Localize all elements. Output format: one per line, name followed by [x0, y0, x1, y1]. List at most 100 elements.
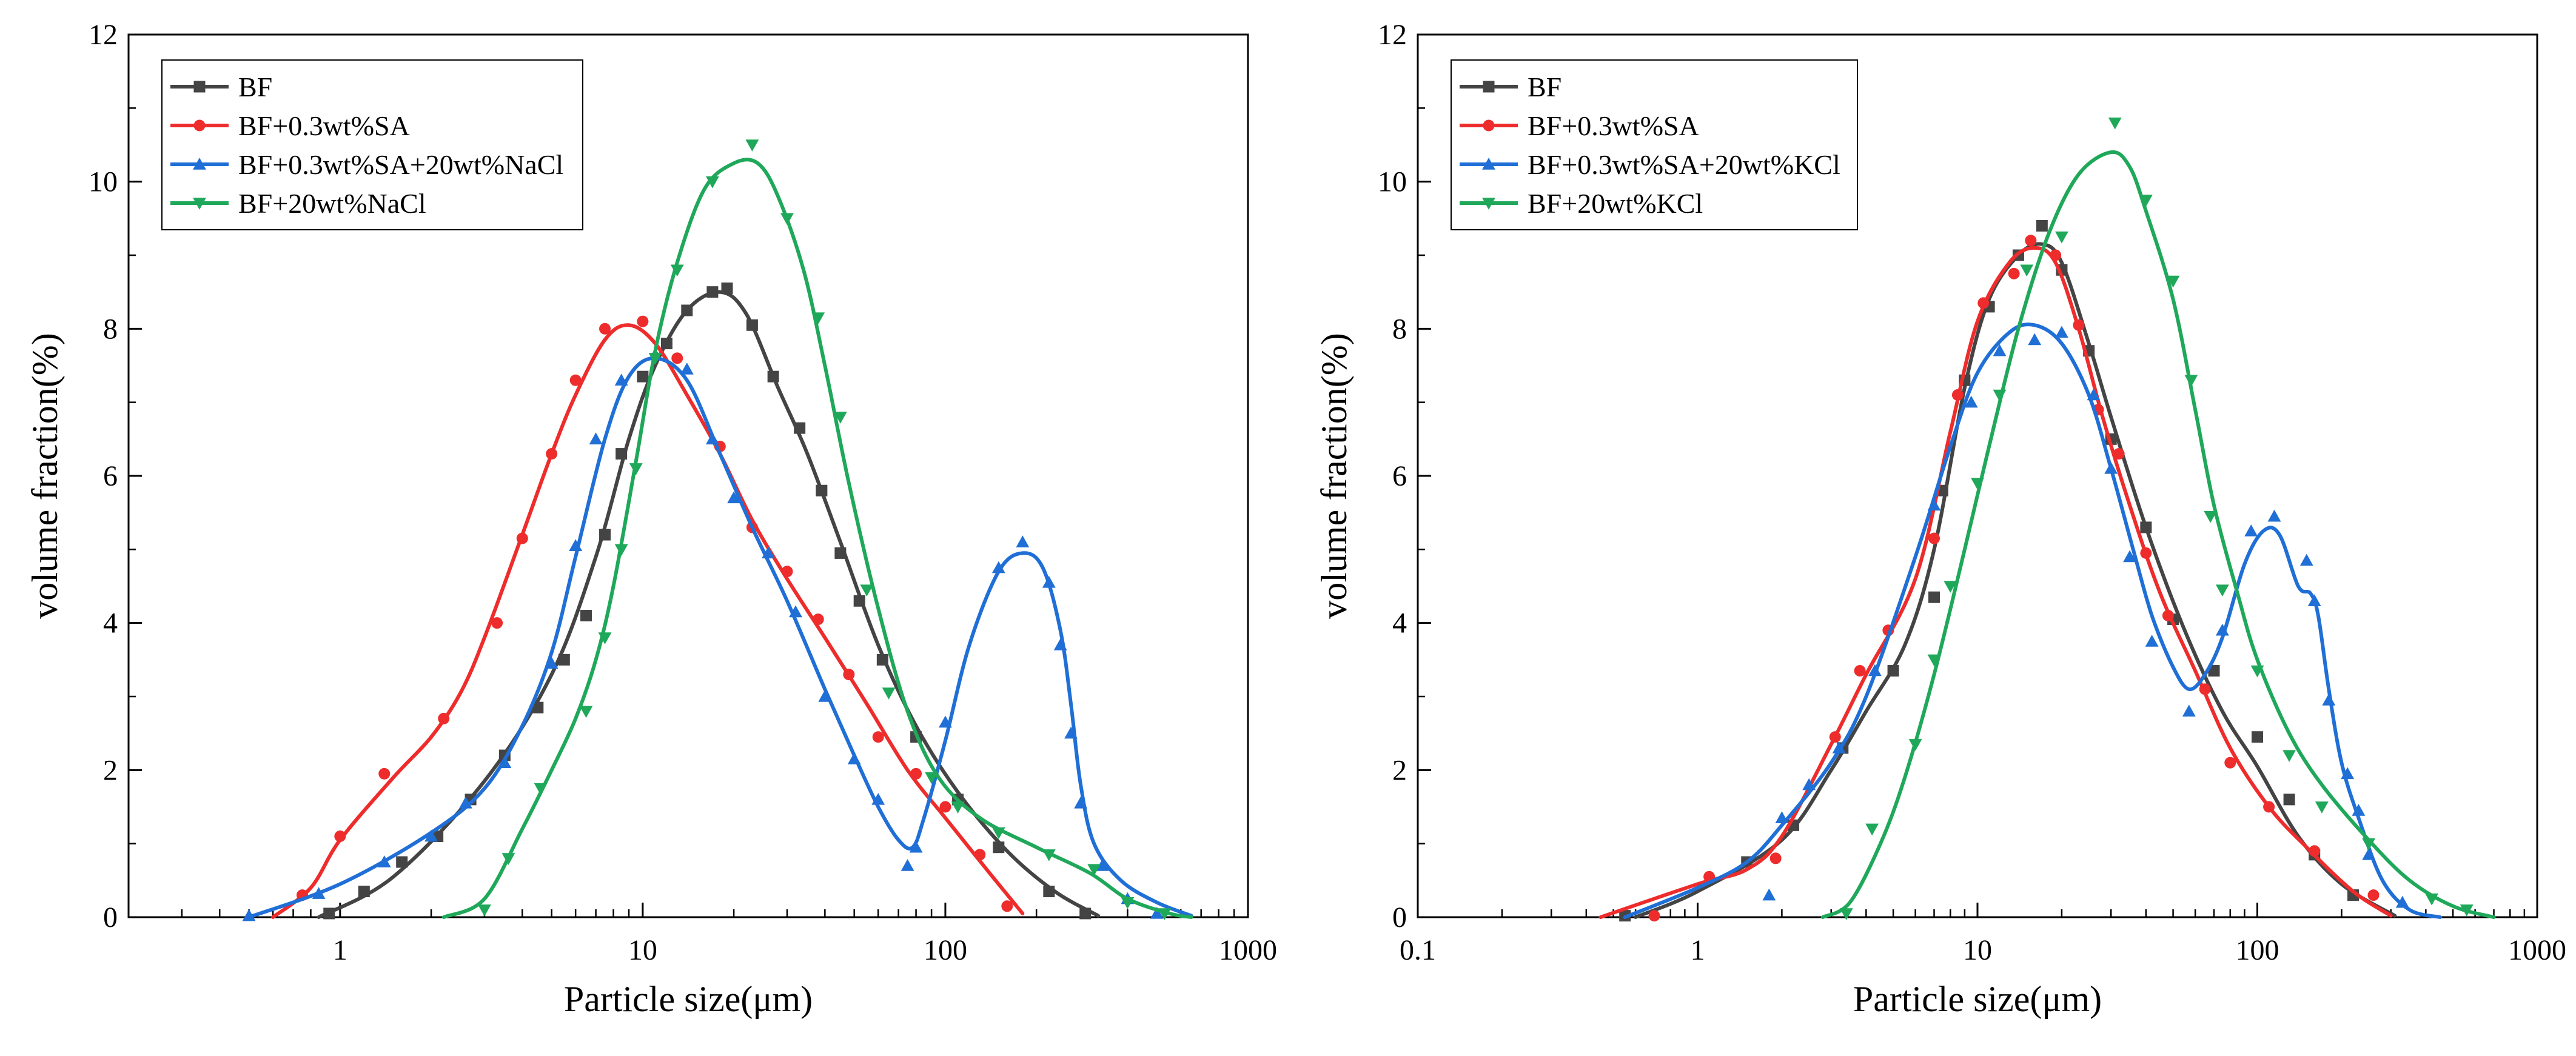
data-point	[974, 849, 986, 861]
data-point	[1977, 297, 1990, 309]
data-point	[882, 687, 896, 700]
x-tick-label: 1000	[2508, 934, 2566, 966]
series-3	[242, 347, 1193, 921]
data-point	[843, 669, 855, 681]
data-point	[762, 546, 775, 559]
legend-marker	[193, 198, 206, 210]
data-point	[2199, 683, 2211, 695]
legend-marker	[193, 158, 206, 170]
data-point	[1951, 389, 1964, 401]
data-point	[598, 632, 612, 644]
series-2	[1598, 235, 2393, 922]
data-point	[2367, 889, 2380, 901]
data-point	[746, 319, 758, 331]
data-point	[2140, 547, 2152, 559]
data-point	[637, 370, 649, 383]
data-point	[876, 653, 888, 666]
legend-entry: BF+0.3wt%SA+20wt%KCl	[1528, 149, 1840, 180]
data-point	[2182, 704, 2196, 717]
data-point	[872, 731, 884, 743]
data-point	[2204, 510, 2218, 523]
data-point	[681, 304, 693, 316]
data-point	[1865, 823, 1879, 836]
legend-marker	[193, 119, 206, 132]
data-point	[680, 363, 694, 375]
series-line	[1598, 246, 2393, 919]
y-axis-title: volume fraction(%)	[25, 333, 65, 618]
data-point	[558, 653, 570, 666]
data-point	[1927, 498, 1941, 511]
data-point	[818, 690, 832, 702]
data-point	[1648, 910, 1660, 922]
data-point	[2025, 235, 2037, 247]
data-point	[2162, 610, 2174, 622]
data-point	[1158, 908, 1172, 920]
y-tick-label: 12	[89, 19, 118, 51]
y-tick-label: 8	[1392, 313, 1407, 345]
data-point	[727, 491, 741, 504]
data-point	[1150, 907, 1164, 919]
data-point	[242, 909, 256, 921]
data-point	[648, 353, 662, 365]
y-tick-label: 6	[1392, 460, 1407, 492]
series-line	[247, 356, 1193, 919]
data-point	[991, 561, 1005, 573]
y-tick-label: 4	[1392, 607, 1407, 640]
data-point	[2108, 117, 2122, 130]
data-point	[781, 566, 793, 578]
data-point	[1928, 591, 1940, 603]
y-tick-label: 2	[103, 754, 118, 786]
data-point	[599, 529, 611, 541]
data-point	[498, 756, 512, 768]
data-point	[458, 797, 472, 809]
data-point	[853, 595, 865, 607]
x-axis-title: Particle size(μm)	[564, 979, 813, 1019]
data-point	[1993, 344, 2007, 356]
data-point	[2028, 333, 2042, 346]
data-point	[2267, 509, 2281, 522]
data-point	[580, 610, 592, 622]
data-point	[780, 213, 794, 226]
data-point	[2395, 895, 2409, 908]
data-point	[2020, 264, 2034, 277]
y-tick-label: 6	[103, 460, 118, 492]
data-point	[569, 374, 582, 386]
data-point	[745, 139, 759, 152]
legend-entry: BF+0.3wt%SA	[238, 110, 410, 141]
data-point	[939, 801, 951, 813]
data-point	[816, 484, 828, 496]
data-point	[2283, 750, 2296, 762]
data-point	[637, 315, 649, 327]
data-point	[2140, 521, 2152, 533]
data-point	[1839, 908, 1853, 920]
data-point	[1868, 664, 1882, 677]
data-point	[909, 840, 923, 853]
y-tick-label: 8	[103, 313, 118, 345]
data-point	[671, 352, 683, 364]
data-point	[478, 904, 491, 917]
data-point	[2123, 550, 2137, 563]
legend-marker	[193, 81, 206, 93]
x-tick-label: 100	[2236, 934, 2279, 966]
data-point	[377, 855, 391, 867]
data-point	[721, 282, 733, 295]
data-point	[614, 373, 628, 386]
data-point	[901, 859, 914, 871]
data-point	[1001, 900, 1013, 912]
data-point	[1016, 535, 1030, 547]
data-point	[794, 422, 806, 434]
data-point	[2309, 845, 2321, 857]
data-point	[951, 801, 965, 814]
data-point	[910, 767, 922, 780]
data-point	[660, 338, 673, 350]
data-point	[2250, 665, 2264, 678]
data-point	[670, 264, 684, 277]
data-point	[569, 539, 583, 552]
data-point	[516, 532, 528, 544]
legend-entry: BF	[238, 72, 272, 102]
data-point	[939, 715, 952, 728]
data-point	[834, 547, 847, 559]
legend-entry: BF+20wt%KCl	[1528, 188, 1703, 219]
data-point	[706, 286, 719, 298]
x-tick-label: 10	[1963, 934, 1992, 966]
